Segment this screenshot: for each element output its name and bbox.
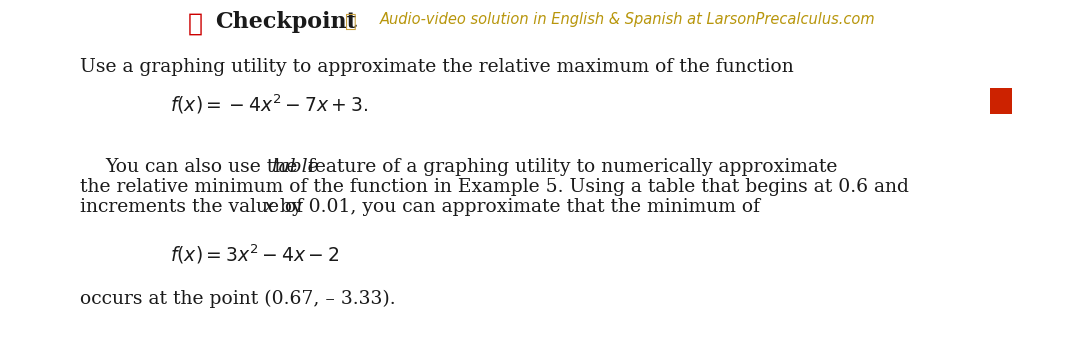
FancyBboxPatch shape (990, 88, 1012, 114)
Text: $f(x) = 3x^2 - 4x - 2$: $f(x) = 3x^2 - 4x - 2$ (170, 242, 339, 266)
Text: 🔊: 🔊 (345, 12, 356, 31)
Text: You can also use the: You can also use the (105, 158, 303, 176)
Text: Use a graphing utility to approximate the relative maximum of the function: Use a graphing utility to approximate th… (80, 58, 794, 76)
Text: ✓: ✓ (188, 12, 203, 36)
Text: $f(x) = -4x^2 - 7x + 3.$: $f(x) = -4x^2 - 7x + 3.$ (170, 92, 368, 116)
Text: the relative minimum of the function in Example 5. Using a table that begins at : the relative minimum of the function in … (80, 178, 909, 196)
Text: table: table (272, 158, 320, 176)
Text: x: x (264, 198, 274, 216)
Text: increments the value of: increments the value of (80, 198, 309, 216)
Text: occurs at the point (0.67, – 3.33).: occurs at the point (0.67, – 3.33). (80, 290, 395, 308)
Text: Checkpoint: Checkpoint (215, 11, 356, 33)
Text: feature of a graphing utility to numerically approximate: feature of a graphing utility to numeric… (302, 158, 837, 176)
Text: by 0.01, you can approximate that the minimum of: by 0.01, you can approximate that the mi… (274, 198, 760, 216)
Text: Audio-video solution in English & Spanish at LarsonPrecalculus.com: Audio-video solution in English & Spanis… (380, 12, 876, 27)
